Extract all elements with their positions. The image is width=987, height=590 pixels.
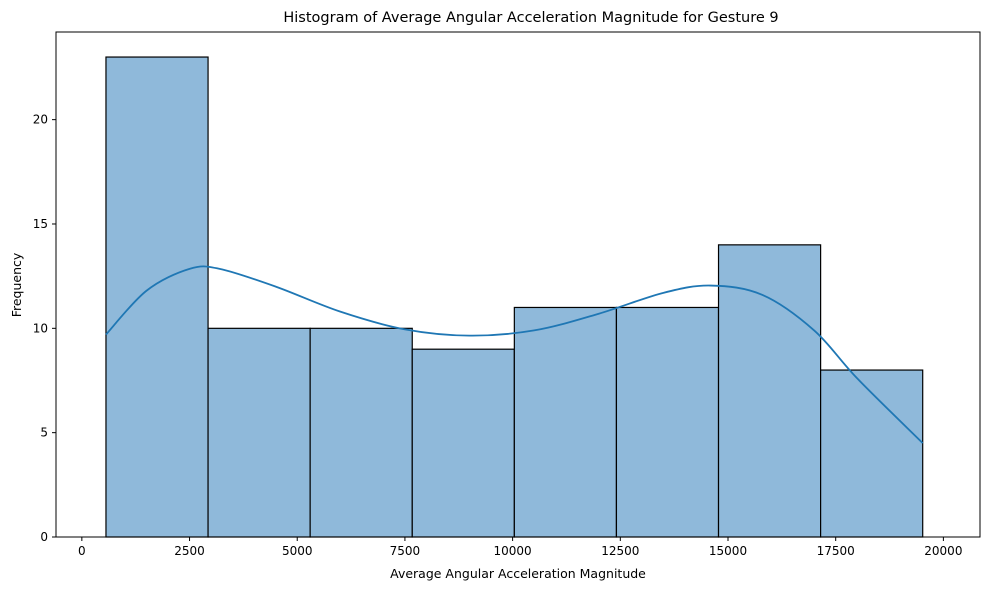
histogram-bar-7	[717, 244, 822, 538]
x-tick-label: 12500	[601, 544, 639, 558]
x-tick-label: 15000	[709, 544, 747, 558]
x-tick-label: 17500	[817, 544, 855, 558]
histogram-bar-5	[513, 306, 618, 538]
y-tick-label: 5	[40, 426, 48, 440]
bars-group	[105, 56, 924, 538]
chart-title: Histogram of Average Angular Acceleratio…	[283, 10, 778, 26]
histogram-bar-3	[309, 327, 413, 538]
histogram-bar-8	[820, 369, 924, 538]
y-axis-label: Frequency	[9, 252, 24, 317]
y-axis-ticks: 0 5 10 15 20	[33, 113, 56, 544]
histogram-bar-2	[207, 327, 311, 538]
x-tick-label: 20000	[924, 544, 962, 558]
histogram-bar-4	[411, 348, 515, 538]
x-axis-ticks: 0 2500 5000 7500 10000 12500 15000 17500 20000	[78, 537, 962, 558]
kde-curve	[105, 265, 924, 444]
y-tick-label: 10	[33, 321, 48, 335]
plot-frame	[55, 31, 981, 538]
x-tick-label: 5000	[282, 544, 313, 558]
x-axis-label: Average Angular Acceleration Magnitude	[390, 566, 646, 581]
y-tick-label: 20	[33, 113, 48, 127]
histogram-bar-6	[615, 306, 720, 538]
x-tick-label: 2500	[174, 544, 205, 558]
histogram-bar-1	[105, 56, 209, 538]
y-tick-label: 15	[33, 217, 48, 231]
x-tick-label: 7500	[390, 544, 421, 558]
x-tick-label: 0	[78, 544, 86, 558]
y-tick-label: 0	[40, 530, 48, 544]
x-tick-label: 10000	[494, 544, 532, 558]
